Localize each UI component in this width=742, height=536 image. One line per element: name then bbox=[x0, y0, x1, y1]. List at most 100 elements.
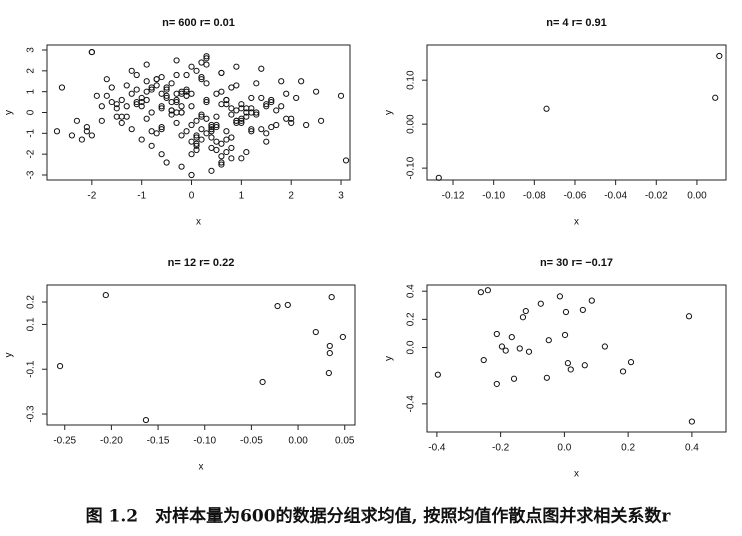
point bbox=[303, 121, 310, 129]
point bbox=[537, 300, 544, 307]
point bbox=[263, 101, 270, 108]
point bbox=[203, 53, 210, 60]
point bbox=[183, 71, 190, 79]
point bbox=[233, 82, 240, 89]
x-tick-label: -0.04 bbox=[604, 191, 627, 202]
y-tick-label: 0.00 bbox=[406, 114, 417, 134]
y-tick-label: 0.0 bbox=[406, 340, 417, 354]
point bbox=[198, 136, 205, 143]
point bbox=[193, 140, 200, 147]
point bbox=[273, 121, 280, 129]
point bbox=[325, 369, 332, 377]
point bbox=[123, 113, 130, 120]
point bbox=[238, 155, 245, 162]
point bbox=[158, 123, 165, 131]
point bbox=[248, 128, 255, 135]
point bbox=[516, 345, 523, 352]
y-tick-label: -0.1 bbox=[26, 360, 37, 378]
point bbox=[198, 59, 205, 66]
point bbox=[203, 115, 210, 122]
point bbox=[193, 117, 200, 124]
point bbox=[168, 107, 175, 114]
point bbox=[493, 330, 500, 338]
y-axis-label: y bbox=[4, 353, 15, 358]
point bbox=[208, 144, 215, 152]
point bbox=[78, 136, 85, 143]
y-tick-label: 0.1 bbox=[26, 317, 37, 331]
point bbox=[138, 103, 145, 110]
point bbox=[158, 90, 165, 97]
point bbox=[138, 136, 145, 143]
y-tick-label: -0.10 bbox=[406, 156, 417, 179]
point bbox=[213, 90, 220, 97]
point bbox=[228, 111, 235, 118]
point bbox=[158, 73, 165, 81]
y-tick-label: 2 bbox=[26, 68, 37, 74]
point bbox=[564, 360, 571, 367]
point bbox=[148, 142, 155, 149]
point bbox=[73, 117, 81, 124]
point bbox=[238, 105, 245, 112]
point bbox=[198, 73, 205, 81]
y-tick-label: -1 bbox=[26, 128, 37, 137]
point bbox=[293, 94, 300, 102]
x-tick-label: -0.25 bbox=[53, 436, 76, 447]
point bbox=[218, 159, 225, 166]
point bbox=[198, 76, 205, 83]
point bbox=[228, 134, 235, 141]
y-tick-label: -0.4 bbox=[406, 395, 417, 413]
point bbox=[253, 80, 260, 87]
point bbox=[253, 109, 260, 116]
point bbox=[103, 92, 110, 99]
x-tick-label: -0.10 bbox=[482, 191, 505, 202]
point bbox=[183, 128, 190, 135]
point bbox=[601, 343, 608, 350]
point bbox=[138, 94, 145, 102]
point bbox=[228, 105, 235, 112]
point bbox=[118, 96, 125, 104]
point bbox=[519, 314, 527, 321]
y-axis-label: y bbox=[4, 110, 15, 115]
point bbox=[268, 96, 275, 104]
point bbox=[218, 161, 225, 168]
point bbox=[188, 138, 195, 145]
point bbox=[183, 92, 190, 99]
point bbox=[163, 159, 170, 166]
point bbox=[98, 117, 105, 124]
point bbox=[259, 378, 266, 386]
point bbox=[193, 132, 200, 139]
point bbox=[148, 86, 155, 93]
point bbox=[581, 362, 588, 369]
x-tick-label: 0.00 bbox=[288, 436, 308, 447]
point bbox=[263, 103, 270, 110]
x-tick-label: 0 bbox=[189, 191, 195, 202]
y-tick-label: -0.3 bbox=[26, 405, 37, 423]
x-tick-label: -2 bbox=[87, 191, 96, 202]
point bbox=[477, 289, 484, 296]
point bbox=[716, 52, 723, 60]
point bbox=[208, 126, 215, 133]
point bbox=[173, 90, 180, 97]
plot-frame bbox=[46, 44, 351, 181]
point bbox=[579, 306, 586, 314]
point bbox=[228, 84, 235, 91]
point bbox=[243, 148, 250, 156]
point bbox=[138, 98, 145, 106]
point bbox=[248, 126, 255, 133]
point bbox=[208, 128, 215, 135]
y-tick-label: -2 bbox=[26, 149, 37, 158]
point bbox=[208, 134, 215, 141]
point bbox=[168, 111, 175, 118]
point bbox=[480, 356, 487, 364]
chart-title: n= 12 r= 0.22 bbox=[168, 257, 235, 269]
point bbox=[128, 126, 135, 133]
x-tick-label: -0.2 bbox=[492, 443, 510, 454]
point bbox=[288, 119, 295, 127]
point bbox=[312, 328, 319, 336]
point bbox=[208, 167, 215, 174]
point bbox=[313, 88, 320, 95]
point bbox=[168, 98, 175, 106]
y-tick-label: 0.10 bbox=[406, 70, 417, 90]
point bbox=[337, 92, 345, 99]
